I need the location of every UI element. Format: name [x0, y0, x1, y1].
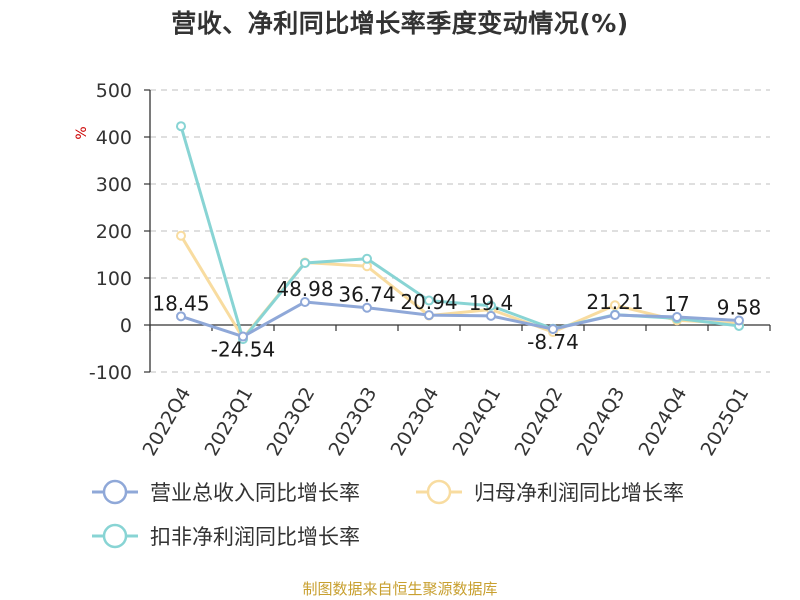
data-label: 20.94: [400, 290, 457, 314]
data-label: -8.74: [527, 330, 579, 354]
x-tick-label: 2024Q1: [449, 384, 506, 460]
grid-lines: [150, 89, 770, 373]
data-point: [176, 121, 186, 132]
y-tick-label: 300: [96, 174, 132, 196]
series-line: [179, 125, 740, 341]
data-label: 48.98: [276, 277, 333, 301]
x-tick-label: 2023Q2: [263, 384, 320, 460]
x-tick-label: 2025Q1: [697, 384, 754, 460]
y-tick-label: 200: [96, 221, 132, 243]
legend-label: 扣非净利润同比增长率: [150, 525, 360, 549]
data-point: [610, 300, 620, 311]
data-point: [176, 311, 186, 322]
data-point: [300, 296, 310, 307]
x-tick-label: 2023Q4: [387, 384, 444, 460]
y-tick-label: 0: [120, 315, 132, 337]
x-tick-label: 2024Q4: [635, 384, 692, 460]
data-point: [300, 257, 310, 268]
data-label: 19.4: [469, 291, 514, 315]
x-tick-label: 2023Q1: [201, 384, 258, 460]
y-tick-label: 400: [96, 127, 132, 149]
legend-label: 归母净利润同比增长率: [474, 481, 684, 505]
legend-swatch-marker: [102, 479, 128, 505]
x-tick-label: 2022Q4: [139, 384, 196, 460]
data-point: [424, 295, 434, 306]
data-point: [548, 324, 558, 335]
data-label: 9.58: [717, 295, 762, 319]
x-tick-label: 2024Q2: [511, 384, 568, 460]
legend-label: 营业总收入同比增长率: [150, 481, 360, 505]
data-label: 18.45: [152, 291, 209, 315]
series-line: [180, 300, 740, 339]
legend-item: 扣非净利润同比增长率: [92, 523, 360, 549]
y-tick-label: 500: [96, 80, 132, 102]
legend-swatch-marker: [426, 479, 452, 505]
data-point: [362, 302, 372, 313]
legend-swatch-marker: [102, 523, 128, 549]
data-label: 17: [664, 292, 689, 316]
x-tick-labels: 2022Q4 2023Q1 2023Q2 2023Q3 2023Q4 2024Q1 2024…: [139, 384, 754, 460]
source-note: 制图数据来自恒生聚源数据库: [302, 580, 498, 598]
data-label: -24.54: [211, 338, 275, 362]
y-tick-label: 100: [96, 268, 132, 290]
data-label: 21.21: [586, 290, 643, 314]
data-point: [486, 300, 496, 311]
y-tick-label: -100: [89, 362, 132, 384]
x-tick-label: 2023Q3: [325, 384, 382, 460]
data-point: [238, 331, 248, 342]
data-point: [672, 312, 682, 323]
series-lines: [176, 121, 744, 345]
legend-item: 营业总收入同比增长率: [92, 479, 360, 505]
data-point: [610, 310, 620, 321]
data-point: [424, 310, 434, 321]
x-tick-label: 2024Q3: [573, 384, 630, 460]
y-tick-labels: -100 0 100 200 300 400 500: [89, 80, 132, 384]
data-point: [176, 230, 186, 241]
data-labels: 18.45-24.54 48.98 36.74 20.94 19.4 -8.74 21.21…: [152, 277, 761, 362]
y-axis-unit-label: %: [74, 126, 90, 139]
data-point: [362, 253, 372, 264]
legend-item: 归母净利润同比增长率: [416, 479, 684, 505]
chart-title: 营收、净利同比增长率季度变动情况(%): [171, 9, 629, 38]
data-label: 36.74: [338, 283, 395, 307]
data-point: [734, 315, 744, 326]
data-point: [486, 310, 496, 321]
